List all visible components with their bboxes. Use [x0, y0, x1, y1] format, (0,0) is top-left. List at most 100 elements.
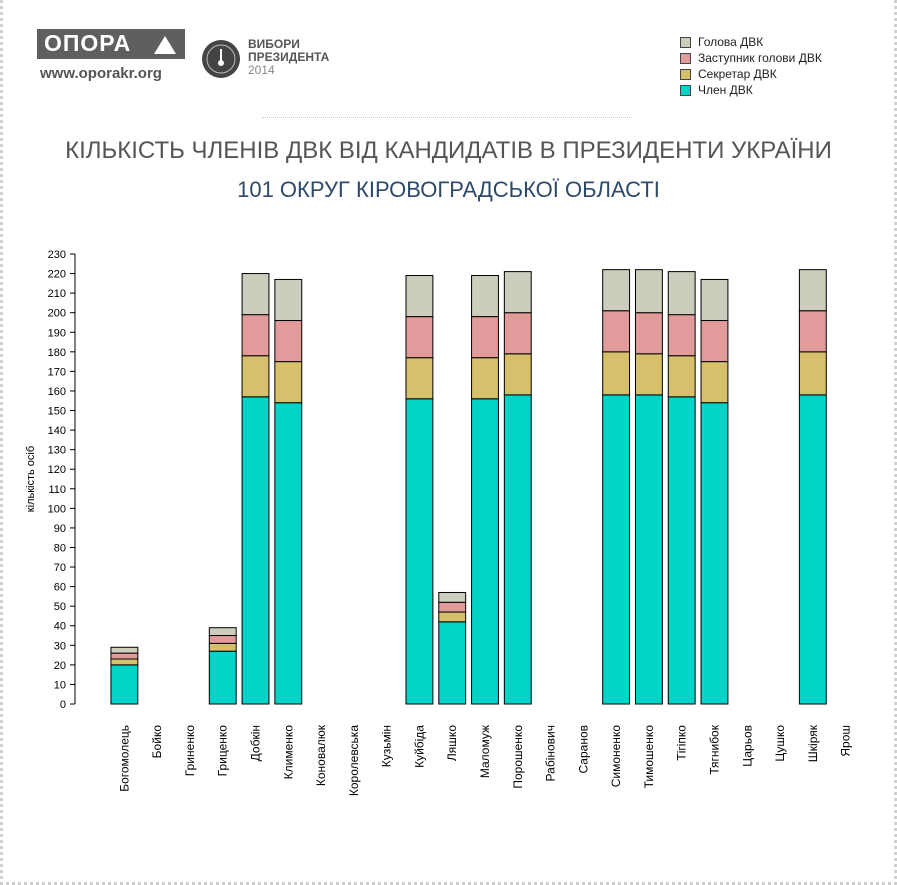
bar-segment [405, 398, 434, 705]
bar-segment [208, 627, 237, 637]
x-tick-label: Богомолець [117, 725, 131, 792]
bar-segment [667, 355, 696, 398]
bar-segment [274, 402, 303, 705]
legend-swatch [680, 52, 691, 64]
bar-segment [471, 316, 499, 359]
election-year: 2014 [248, 63, 275, 77]
x-tick-label: Порошенко [511, 725, 525, 789]
bar-segment [438, 621, 467, 705]
header-divider [262, 117, 632, 118]
legend-swatch [680, 36, 691, 48]
chart-title: КІЛЬКІСТЬ ЧЛЕНІВ ДВК ВІД КАНДИДАТІВ В ПР… [65, 137, 832, 164]
x-tick-label: Гриненко [183, 725, 197, 777]
x-tick-label: Добкін [249, 725, 263, 761]
y-tick-label: 110 [48, 484, 66, 496]
bar-segment [274, 361, 303, 404]
x-tick-label: Клименко [281, 725, 295, 780]
legend-label: Заступник голови ДВК [698, 51, 822, 65]
y-tick-label: 160 [48, 386, 66, 398]
bar-segment [405, 316, 434, 359]
legend-swatch [680, 68, 691, 80]
bar-segment [798, 310, 827, 353]
x-tick-label: Тігіпко [675, 725, 689, 761]
bar-segment [110, 664, 139, 705]
y-tick-label: 230 [48, 249, 66, 261]
y-tick-label: 50 [54, 601, 66, 613]
legend-label: Голова ДВК [698, 35, 764, 49]
legend-item: Голова ДВК [680, 34, 822, 50]
bar-segment [798, 394, 827, 705]
bar-segment [438, 601, 467, 613]
y-tick-label: 150 [48, 406, 66, 418]
bar-segment [405, 357, 434, 400]
y-tick-label: 140 [48, 425, 66, 437]
bar-segment [634, 312, 663, 355]
y-tick-label: 190 [48, 327, 66, 339]
bar-segment [700, 320, 729, 363]
bar-segment [110, 652, 139, 660]
chart-subtitle: 101 ОКРУГ КІРОВОГРАДСЬКОЇ ОБЛАСТІ [237, 177, 660, 202]
y-tick-label: 200 [48, 308, 66, 320]
bar-segment [602, 351, 631, 396]
bar-segment [208, 650, 237, 705]
legend-label: Секретар ДВК [698, 67, 777, 81]
x-tick-label: Тягнибок [707, 724, 721, 774]
y-tick-label: 130 [48, 445, 66, 457]
bar-segment [700, 361, 729, 404]
bar-segment [274, 320, 303, 363]
bar-segment [405, 275, 434, 318]
bar-segment [208, 635, 237, 644]
bar-segment [700, 402, 729, 705]
bar-segment [503, 271, 532, 314]
x-tick-label: Кузьмін [380, 725, 394, 767]
y-tick-label: 210 [48, 288, 66, 300]
opora-logo-text: ОПОРА [44, 30, 132, 56]
bar-segment [274, 278, 303, 322]
x-tick-label: Цушко [773, 725, 787, 762]
website-url: www.oporakr.org [40, 65, 162, 82]
chart-legend: Голова ДВК Заступник голови ДВК Секретар Д… [680, 34, 822, 98]
bar-segment [503, 312, 532, 355]
bar-segment [110, 646, 139, 654]
legend-swatch [680, 84, 691, 96]
y-tick-label: 80 [54, 542, 66, 554]
y-tick-label: 70 [54, 562, 66, 574]
bar-segment [602, 394, 631, 705]
bar-segment [110, 658, 139, 666]
bar-segment [634, 394, 663, 705]
x-tick-label: Шкіряк [806, 724, 820, 762]
bar-segment [471, 398, 499, 705]
x-tick-label: Симоненко [609, 725, 623, 788]
x-tick-label: Куйбіда [412, 725, 426, 768]
bar-segment [602, 310, 631, 353]
x-tick-label: Рабінович [544, 725, 558, 781]
bar-segment [471, 357, 499, 400]
bar-segment [667, 271, 696, 316]
legend-item: Секретар ДВК [680, 66, 822, 82]
x-tick-label: Ляшко [445, 725, 459, 761]
bar-segment [634, 269, 663, 314]
bar-segment [438, 611, 467, 623]
legend-item: Заступник голови ДВК [680, 50, 822, 66]
bar-segment [602, 269, 631, 312]
y-tick-label: 20 [54, 660, 66, 672]
x-tick-label: Королевська [347, 725, 361, 796]
election-emblem-icon [202, 40, 240, 78]
y-tick-label: 40 [54, 621, 66, 633]
x-tick-label: Царьов [740, 725, 754, 767]
y-tick-label: 0 [60, 699, 66, 711]
legend-item: Член ДВК [680, 82, 822, 98]
y-tick-label: 30 [54, 640, 66, 652]
y-tick-label: 100 [48, 503, 66, 515]
x-tick-label: Ярош [839, 725, 853, 757]
bar-segment [634, 353, 663, 396]
triangle-icon [154, 36, 176, 54]
election-line1: ВИБОРИ [248, 37, 300, 51]
y-tick-label: 60 [54, 582, 66, 594]
x-tick-label: Саранов [576, 725, 590, 774]
bar-segment [241, 396, 270, 705]
y-axis-label: кількість осіб [25, 446, 37, 512]
y-tick-label: 120 [48, 464, 66, 476]
